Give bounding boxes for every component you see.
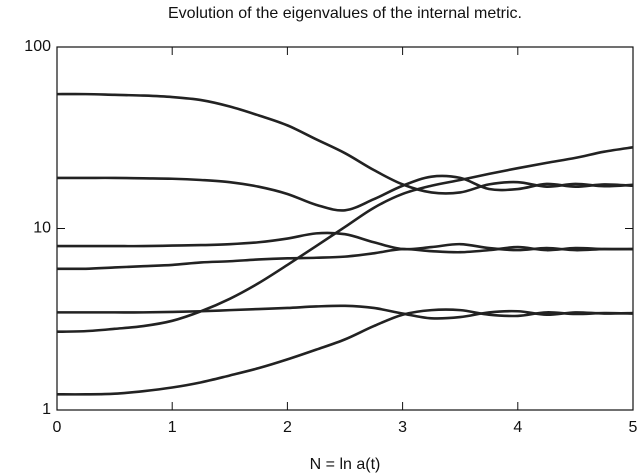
x-tick-label: 0: [53, 419, 62, 436]
x-tick-label: 3: [398, 419, 407, 436]
y-tick-label: 100: [24, 38, 51, 55]
curve: [56, 245, 634, 271]
x-tick-label: 5: [629, 419, 638, 436]
x-tick-label: 2: [283, 419, 292, 436]
curve: [56, 308, 634, 396]
x-tick-label: 1: [168, 419, 177, 436]
chart-title: Evolution of the eigenvalues of the inte…: [168, 5, 522, 22]
curve: [56, 146, 634, 334]
x-tick-label: 4: [513, 419, 522, 436]
curve: [57, 231, 634, 252]
y-tick-label: 1: [42, 401, 51, 418]
curve: [57, 174, 634, 212]
y-tick-label: 10: [33, 220, 51, 237]
x-axis-label: N = ln a(t): [310, 456, 381, 473]
